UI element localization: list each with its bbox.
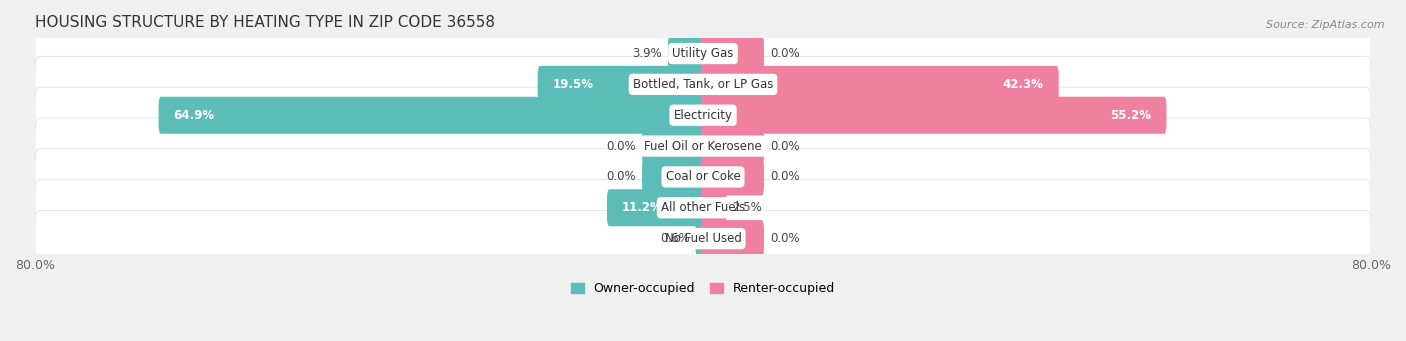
- Text: Source: ZipAtlas.com: Source: ZipAtlas.com: [1267, 20, 1385, 30]
- FancyBboxPatch shape: [668, 35, 706, 72]
- FancyBboxPatch shape: [537, 66, 706, 103]
- Text: All other Fuels: All other Fuels: [661, 201, 745, 214]
- FancyBboxPatch shape: [35, 56, 1371, 113]
- FancyBboxPatch shape: [35, 210, 1371, 267]
- Text: No Fuel Used: No Fuel Used: [665, 232, 741, 245]
- FancyBboxPatch shape: [700, 35, 763, 72]
- Text: 0.0%: 0.0%: [770, 232, 800, 245]
- FancyBboxPatch shape: [35, 118, 1371, 174]
- FancyBboxPatch shape: [159, 97, 706, 134]
- Text: 42.3%: 42.3%: [1002, 78, 1043, 91]
- FancyBboxPatch shape: [643, 128, 706, 165]
- Text: Fuel Oil or Kerosene: Fuel Oil or Kerosene: [644, 139, 762, 152]
- Text: 0.0%: 0.0%: [606, 139, 636, 152]
- FancyBboxPatch shape: [700, 189, 727, 226]
- Text: 55.2%: 55.2%: [1111, 109, 1152, 122]
- FancyBboxPatch shape: [700, 159, 763, 195]
- Text: Coal or Coke: Coal or Coke: [665, 170, 741, 183]
- Text: Bottled, Tank, or LP Gas: Bottled, Tank, or LP Gas: [633, 78, 773, 91]
- FancyBboxPatch shape: [700, 128, 763, 165]
- Text: 0.0%: 0.0%: [770, 47, 800, 60]
- Text: Electricity: Electricity: [673, 109, 733, 122]
- FancyBboxPatch shape: [35, 87, 1371, 143]
- Legend: Owner-occupied, Renter-occupied: Owner-occupied, Renter-occupied: [571, 282, 835, 295]
- FancyBboxPatch shape: [643, 159, 706, 195]
- FancyBboxPatch shape: [607, 189, 706, 226]
- FancyBboxPatch shape: [696, 220, 706, 257]
- Text: 19.5%: 19.5%: [553, 78, 593, 91]
- Text: 3.9%: 3.9%: [633, 47, 662, 60]
- Text: 0.6%: 0.6%: [659, 232, 689, 245]
- Text: 11.2%: 11.2%: [621, 201, 662, 214]
- FancyBboxPatch shape: [35, 149, 1371, 205]
- Text: 0.0%: 0.0%: [770, 170, 800, 183]
- FancyBboxPatch shape: [700, 220, 763, 257]
- Text: Utility Gas: Utility Gas: [672, 47, 734, 60]
- Text: HOUSING STRUCTURE BY HEATING TYPE IN ZIP CODE 36558: HOUSING STRUCTURE BY HEATING TYPE IN ZIP…: [35, 15, 495, 30]
- FancyBboxPatch shape: [35, 26, 1371, 81]
- FancyBboxPatch shape: [700, 97, 1167, 134]
- Text: 2.5%: 2.5%: [733, 201, 762, 214]
- Text: 0.0%: 0.0%: [606, 170, 636, 183]
- Text: 64.9%: 64.9%: [173, 109, 215, 122]
- FancyBboxPatch shape: [35, 180, 1371, 236]
- Text: 0.0%: 0.0%: [770, 139, 800, 152]
- FancyBboxPatch shape: [700, 66, 1059, 103]
